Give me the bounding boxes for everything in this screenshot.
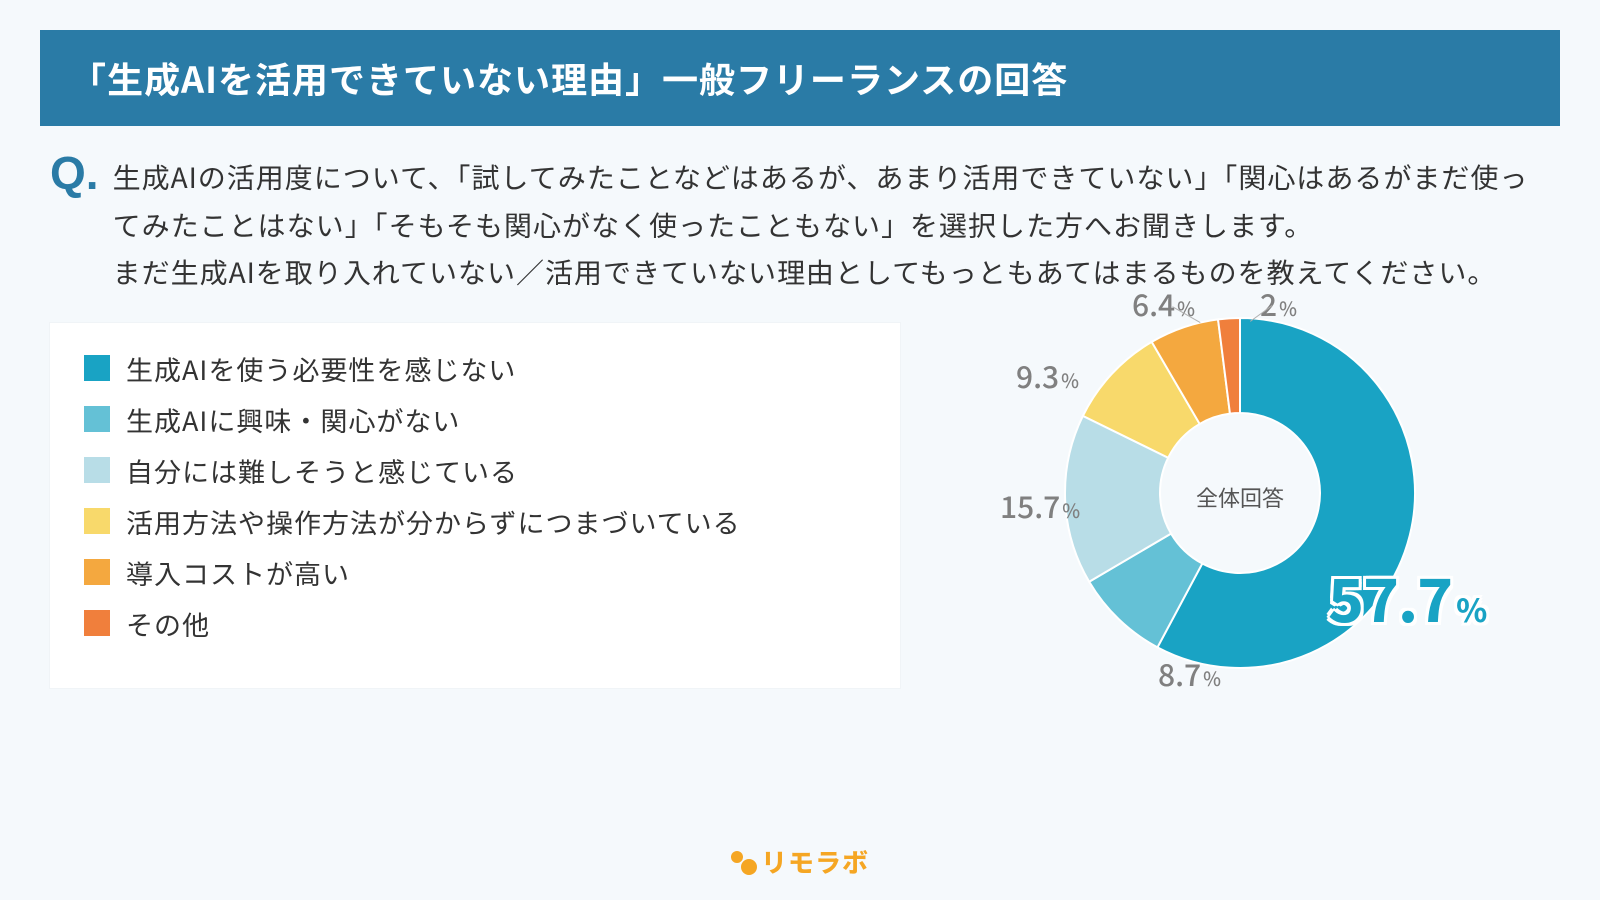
legend-label: 導入コストが高い (126, 553, 350, 592)
donut-center-label: 全体回答 (1196, 481, 1284, 513)
legend-swatch (84, 610, 110, 636)
legend-label: 自分には難しそうと感じている (126, 451, 518, 490)
legend-swatch (84, 508, 110, 534)
legend-item: その他 (84, 604, 866, 643)
legend-label: 活用方法や操作方法が分からずにつまづいている (126, 502, 741, 541)
slice-percentage: 9.3% (1016, 353, 1079, 397)
legend-label: 生成AIに興味・関心がない (126, 400, 460, 439)
slice-percentage: 2% (1260, 281, 1297, 325)
content-row: 生成AIを使う必要性を感じない生成AIに興味・関心がない自分には難しそうと感じて… (40, 323, 1560, 688)
slice-percentage: 6.4% (1132, 281, 1195, 325)
legend-label: 生成AIを使う必要性を感じない (126, 349, 516, 388)
legend-item: 自分には難しそうと感じている (84, 451, 866, 490)
legend-item: 活用方法や操作方法が分からずにつまづいている (84, 502, 866, 541)
legend-box: 生成AIを使う必要性を感じない生成AIに興味・関心がない自分には難しそうと感じて… (50, 323, 900, 688)
slice-percentage: 8.7% (1158, 651, 1221, 695)
legend-item: 生成AIを使う必要性を感じない (84, 349, 866, 388)
title-text: 「生成AIを活用できていない理由」一般フリーランスの回答 (70, 52, 1068, 104)
legend-swatch (84, 406, 110, 432)
legend-swatch (84, 559, 110, 585)
slice-percentage: 15.7% (1000, 483, 1080, 527)
footer-brand: リモラボ (731, 843, 869, 880)
brand-text: リモラボ (761, 843, 869, 880)
question-marker: Q. (50, 150, 99, 196)
legend-item: 導入コストが高い (84, 553, 866, 592)
brand-icon (731, 851, 753, 873)
title-bar: 「生成AIを活用できていない理由」一般フリーランスの回答 (40, 30, 1560, 126)
legend-swatch (84, 355, 110, 381)
legend-label: その他 (126, 604, 210, 643)
donut-chart: 全体回答57.7%8.7%15.7%9.3%6.4%2% (900, 263, 1550, 688)
legend-item: 生成AIに興味・関心がない (84, 400, 866, 439)
legend-swatch (84, 457, 110, 483)
slice-percentage-highlight: 57.7% (1328, 553, 1487, 640)
